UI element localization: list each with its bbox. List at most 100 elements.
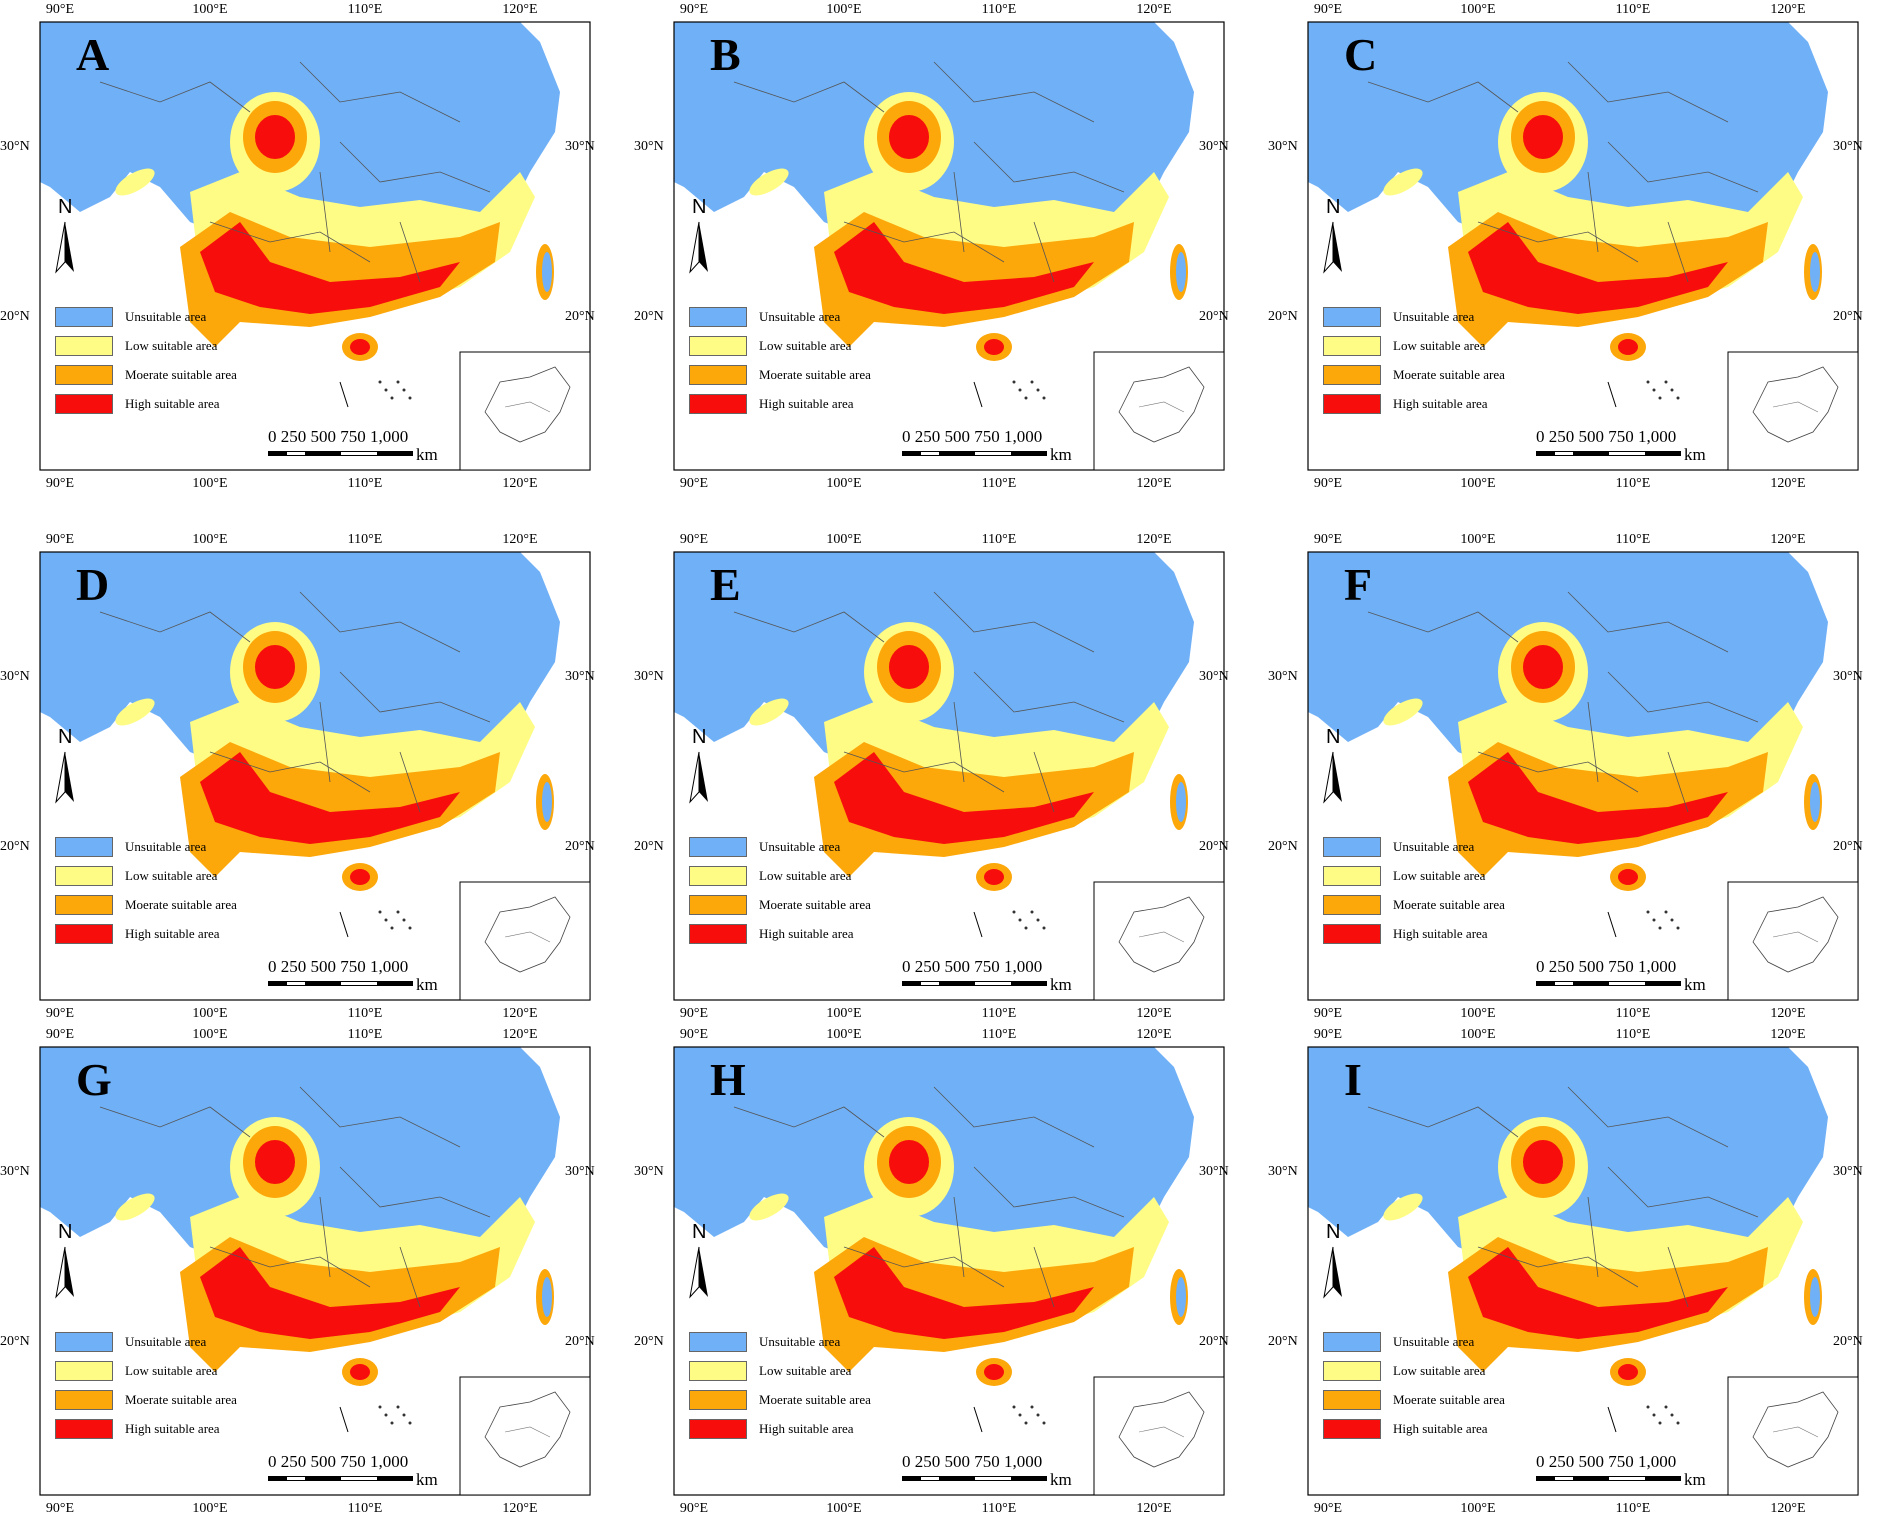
map-panel-i: N I 90°E 90°E 100°E 100°E 110°E 110°E 120°E 120°E… xyxy=(1268,1025,1898,1525)
inset-china-map xyxy=(484,896,571,973)
scale-numbers: 0 250 500 750 1,000 xyxy=(1536,1452,1677,1471)
legend: Unsuitable area Low suitable area Moerate … xyxy=(1323,832,1523,948)
legend-item: Unsuitable area xyxy=(689,1327,889,1356)
lon-tick-bottom: 100°E xyxy=(826,476,862,491)
legend-item: Moerate suitable area xyxy=(689,360,889,389)
lon-tick-bottom: 90°E xyxy=(679,476,709,491)
map-canvas xyxy=(673,551,1225,1001)
map-canvas xyxy=(673,21,1225,471)
lon-tick-bottom: 120°E xyxy=(502,1006,538,1021)
map-canvas xyxy=(1307,21,1859,471)
lon-tick-top: 90°E xyxy=(679,532,709,547)
north-arrow-icon xyxy=(1323,221,1342,274)
lon-tick-top: 100°E xyxy=(826,532,862,547)
legend-label: Unsuitable area xyxy=(125,308,207,324)
legend-label: Moerate suitable area xyxy=(759,1391,871,1407)
north-label: N xyxy=(1326,726,1341,748)
legend-label: High suitable area xyxy=(759,925,854,941)
lat-tick-right: 30°N xyxy=(1199,669,1229,684)
legend-item: Unsuitable area xyxy=(1323,302,1523,331)
north-label: N xyxy=(1326,196,1341,218)
north-label: N xyxy=(692,196,707,218)
high-suitable-region xyxy=(834,752,1094,844)
scale-graphic xyxy=(268,451,413,456)
high-suitable-region xyxy=(834,1247,1094,1339)
north-arrow-icon xyxy=(55,1246,74,1299)
lat-tick-left: 30°N xyxy=(634,139,664,154)
moderate-suitable-region xyxy=(814,212,1134,347)
lon-tick-bottom: 100°E xyxy=(826,1006,862,1021)
lon-tick-top: 110°E xyxy=(1615,532,1651,547)
legend-label: High suitable area xyxy=(1393,1420,1488,1436)
scale-numbers: 0 250 500 750 1,000 xyxy=(268,957,409,976)
legend-item: High suitable area xyxy=(689,919,889,948)
legend-swatch xyxy=(689,335,747,356)
scale-unit: km xyxy=(1684,1470,1706,1489)
scale-graphic xyxy=(902,1476,1047,1481)
legend-swatch xyxy=(1323,836,1381,857)
lat-tick-left: 30°N xyxy=(634,669,664,684)
scale-unit: km xyxy=(1050,1470,1072,1489)
lon-tick-bottom: 110°E xyxy=(347,476,383,491)
lon-tick-top: 120°E xyxy=(502,2,538,17)
legend-swatch xyxy=(689,306,747,327)
lat-tick-right: 20°N xyxy=(565,839,595,854)
legend-label: Low suitable area xyxy=(759,1362,852,1378)
moderate-suitable-region xyxy=(814,742,1134,877)
moderate-suitable-region xyxy=(1448,742,1768,877)
map-panel-b: N B 90°E 90°E 100°E 100°E 110°E 110°E 120°E 120°E… xyxy=(634,0,1264,500)
lon-tick-bottom: 110°E xyxy=(347,1006,383,1021)
north-arrow-icon xyxy=(1323,1246,1342,1299)
high-suitable-region xyxy=(1468,752,1728,844)
scale-bar: 0 250 500 750 1,000 km xyxy=(1536,957,1706,997)
scale-graphic xyxy=(268,1476,413,1481)
legend-label: Low suitable area xyxy=(125,867,218,883)
lat-tick-right: 30°N xyxy=(565,139,595,154)
lon-tick-bottom: 110°E xyxy=(1615,1006,1651,1021)
lon-tick-top: 90°E xyxy=(1313,1027,1343,1042)
legend-item: Low suitable area xyxy=(55,861,255,890)
moderate-suitable-region xyxy=(180,1237,500,1372)
map-panel-f: N F 90°E 90°E 100°E 100°E 110°E 110°E 120°E 120°E… xyxy=(1268,530,1898,1030)
legend: Unsuitable area Low suitable area Moerate … xyxy=(1323,1327,1523,1443)
moderate-suitable-region xyxy=(1448,1237,1768,1372)
legend-item: Unsuitable area xyxy=(55,832,255,861)
legend: Unsuitable area Low suitable area Moerate … xyxy=(689,302,889,418)
legend-label: Moerate suitable area xyxy=(1393,1391,1505,1407)
legend-swatch xyxy=(55,306,113,327)
lon-tick-bottom: 120°E xyxy=(502,476,538,491)
lat-tick-right: 20°N xyxy=(1199,309,1229,324)
scale-numbers: 0 250 500 750 1,000 xyxy=(268,427,409,446)
scale-bar: 0 250 500 750 1,000 km xyxy=(1536,1452,1706,1492)
legend-item: Unsuitable area xyxy=(55,1327,255,1356)
lon-tick-top: 110°E xyxy=(981,1027,1017,1042)
legend-label: Moerate suitable area xyxy=(125,1391,237,1407)
lon-tick-top: 110°E xyxy=(347,2,383,17)
scale-graphic xyxy=(1536,1476,1681,1481)
north-label: N xyxy=(58,726,73,748)
lon-tick-bottom: 100°E xyxy=(192,1006,228,1021)
lon-tick-top: 110°E xyxy=(1615,2,1651,17)
legend-label: Low suitable area xyxy=(759,337,852,353)
high-suitable-region xyxy=(1468,222,1728,314)
legend-swatch xyxy=(689,393,747,414)
lon-tick-top: 100°E xyxy=(1460,1027,1496,1042)
lat-tick-left: 20°N xyxy=(1268,1334,1298,1349)
lon-tick-top: 100°E xyxy=(1460,532,1496,547)
lat-tick-left: 20°N xyxy=(634,839,664,854)
legend-label: Unsuitable area xyxy=(759,1333,841,1349)
lon-tick-top: 110°E xyxy=(347,1027,383,1042)
lon-tick-top: 90°E xyxy=(679,1027,709,1042)
legend-item: Moerate suitable area xyxy=(55,890,255,919)
legend: Unsuitable area Low suitable area Moerate … xyxy=(689,832,889,948)
legend-swatch xyxy=(55,894,113,915)
panel-letter: H xyxy=(710,1054,746,1105)
legend-swatch xyxy=(1323,1389,1381,1410)
legend-swatch xyxy=(689,1389,747,1410)
lon-tick-bottom: 120°E xyxy=(1770,1006,1806,1021)
legend-item: Unsuitable area xyxy=(689,302,889,331)
legend-label: High suitable area xyxy=(1393,925,1488,941)
lon-tick-bottom: 120°E xyxy=(1136,1501,1172,1516)
legend-item: Moerate suitable area xyxy=(1323,890,1523,919)
legend-item: High suitable area xyxy=(55,919,255,948)
